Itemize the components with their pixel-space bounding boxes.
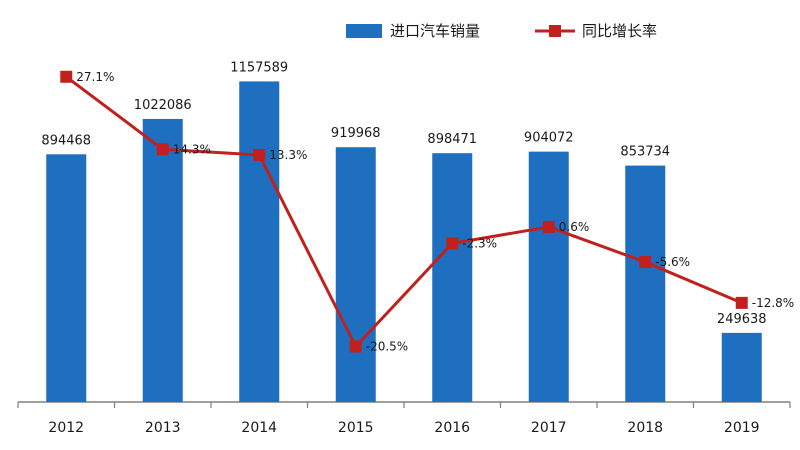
growth-marker-2016 bbox=[446, 237, 459, 250]
bar-label-2015: 919968 bbox=[331, 126, 381, 141]
growth-label-2019: -12.8% bbox=[752, 296, 794, 310]
legend-bar-label: 进口汽车销量 bbox=[390, 22, 480, 40]
legend-line-marker bbox=[549, 25, 561, 37]
x-tick-label-2013: 2013 bbox=[145, 420, 181, 436]
bar-value-labels: 894468 1022086 1157589 919968 898471 904072 85… bbox=[41, 60, 766, 326]
growth-marker-2019 bbox=[735, 296, 748, 309]
x-tick-label-2017: 2017 bbox=[531, 420, 567, 436]
bar-series bbox=[46, 81, 762, 402]
legend: 进口汽车销量 同比增长率 bbox=[346, 22, 657, 40]
x-axis-ticks bbox=[17, 402, 791, 408]
growth-label-2014: 13.3% bbox=[269, 148, 307, 162]
legend-line-label: 同比增长率 bbox=[582, 22, 657, 40]
growth-label-2016: -2.3% bbox=[462, 236, 497, 250]
x-tick-label-2018: 2018 bbox=[627, 420, 663, 436]
bar-2016 bbox=[432, 153, 473, 402]
growth-label-2015: -20.5% bbox=[366, 340, 408, 354]
bar-label-2018: 853734 bbox=[620, 145, 670, 160]
bar-2014 bbox=[239, 81, 280, 402]
bar-label-2017: 904072 bbox=[524, 131, 574, 146]
x-tick-label-2014: 2014 bbox=[241, 420, 277, 436]
growth-marker-2012 bbox=[60, 70, 73, 83]
bar-label-2016: 898471 bbox=[427, 132, 477, 147]
growth-rate-line bbox=[65, 75, 743, 348]
x-tick-label-2019: 2019 bbox=[724, 420, 760, 436]
growth-marker-2013 bbox=[156, 143, 169, 156]
bar-label-2014: 1157589 bbox=[230, 60, 288, 75]
bar-label-2012: 894468 bbox=[41, 133, 91, 148]
growth-marker-2018 bbox=[639, 256, 652, 269]
x-tick-label-2016: 2016 bbox=[434, 420, 470, 436]
bar-2019 bbox=[721, 332, 762, 402]
bar-label-2019: 249638 bbox=[717, 312, 767, 327]
bar-2017 bbox=[528, 151, 569, 402]
bar-2012 bbox=[46, 154, 87, 402]
growth-label-2012: 27.1% bbox=[76, 70, 114, 84]
x-axis-tick-labels: 2012 2013 2014 2015 2016 2017 2018 2019 bbox=[48, 420, 759, 436]
x-tick-label-2015: 2015 bbox=[338, 420, 374, 436]
bar-label-2013: 1022086 bbox=[134, 98, 192, 113]
growth-label-2018: -5.6% bbox=[655, 255, 690, 269]
legend-bar-swatch bbox=[346, 24, 382, 38]
growth-marker-2017 bbox=[542, 220, 555, 233]
growth-marker-2015 bbox=[349, 340, 362, 353]
bar-2018 bbox=[625, 165, 666, 402]
growth-rate-labels: 27.1% 14.3% 13.3% -20.5% -2.3% 0.6% -5.6% -12.8… bbox=[76, 70, 794, 354]
bar-2015 bbox=[335, 147, 376, 402]
growth-marker-2014 bbox=[253, 148, 266, 161]
growth-label-2017: 0.6% bbox=[559, 220, 590, 234]
bar-2013 bbox=[142, 118, 183, 402]
x-tick-label-2012: 2012 bbox=[48, 420, 84, 436]
growth-label-2013: 14.3% bbox=[173, 142, 211, 156]
growth-rate-markers bbox=[60, 70, 748, 353]
